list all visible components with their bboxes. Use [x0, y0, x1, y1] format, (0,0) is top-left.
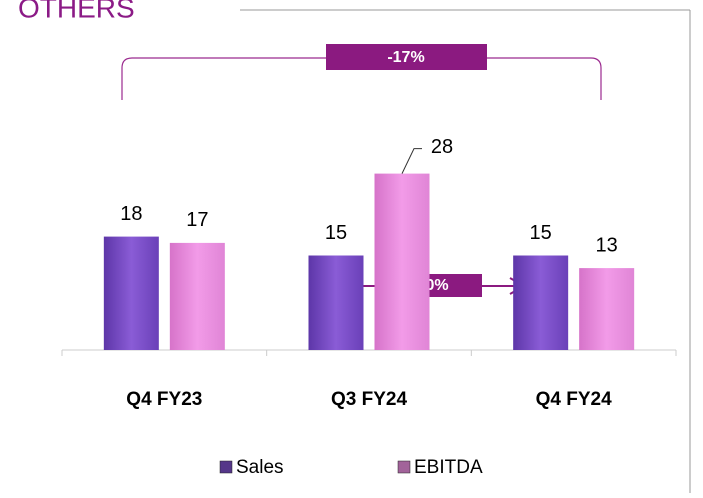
data-label: 28 — [431, 136, 453, 158]
bar — [374, 173, 430, 350]
bar — [513, 255, 569, 350]
x-tick-label: Q3 FY24 — [331, 389, 407, 410]
bar — [103, 236, 159, 350]
bar — [579, 268, 635, 350]
data-label: 15 — [530, 222, 552, 244]
legend-swatch — [219, 460, 233, 474]
annotation-box — [326, 44, 487, 70]
legend-label: EBITDA — [414, 457, 483, 478]
data-label: 18 — [120, 203, 142, 225]
data-label: 17 — [186, 209, 208, 231]
legend-swatch — [397, 460, 411, 474]
bar — [308, 255, 364, 350]
legend-label: Sales — [236, 457, 284, 478]
x-tick-label: Q4 FY24 — [536, 389, 612, 410]
annotation: 0% — [425, 277, 448, 294]
bar — [169, 242, 225, 350]
data-label: 13 — [596, 234, 618, 256]
data-label: 15 — [325, 222, 347, 244]
x-tick-label: Q4 FY23 — [126, 389, 202, 410]
leader-line — [401, 148, 422, 174]
annotation: -17% — [387, 49, 424, 66]
chart-title: OTHERS — [18, 0, 135, 23]
